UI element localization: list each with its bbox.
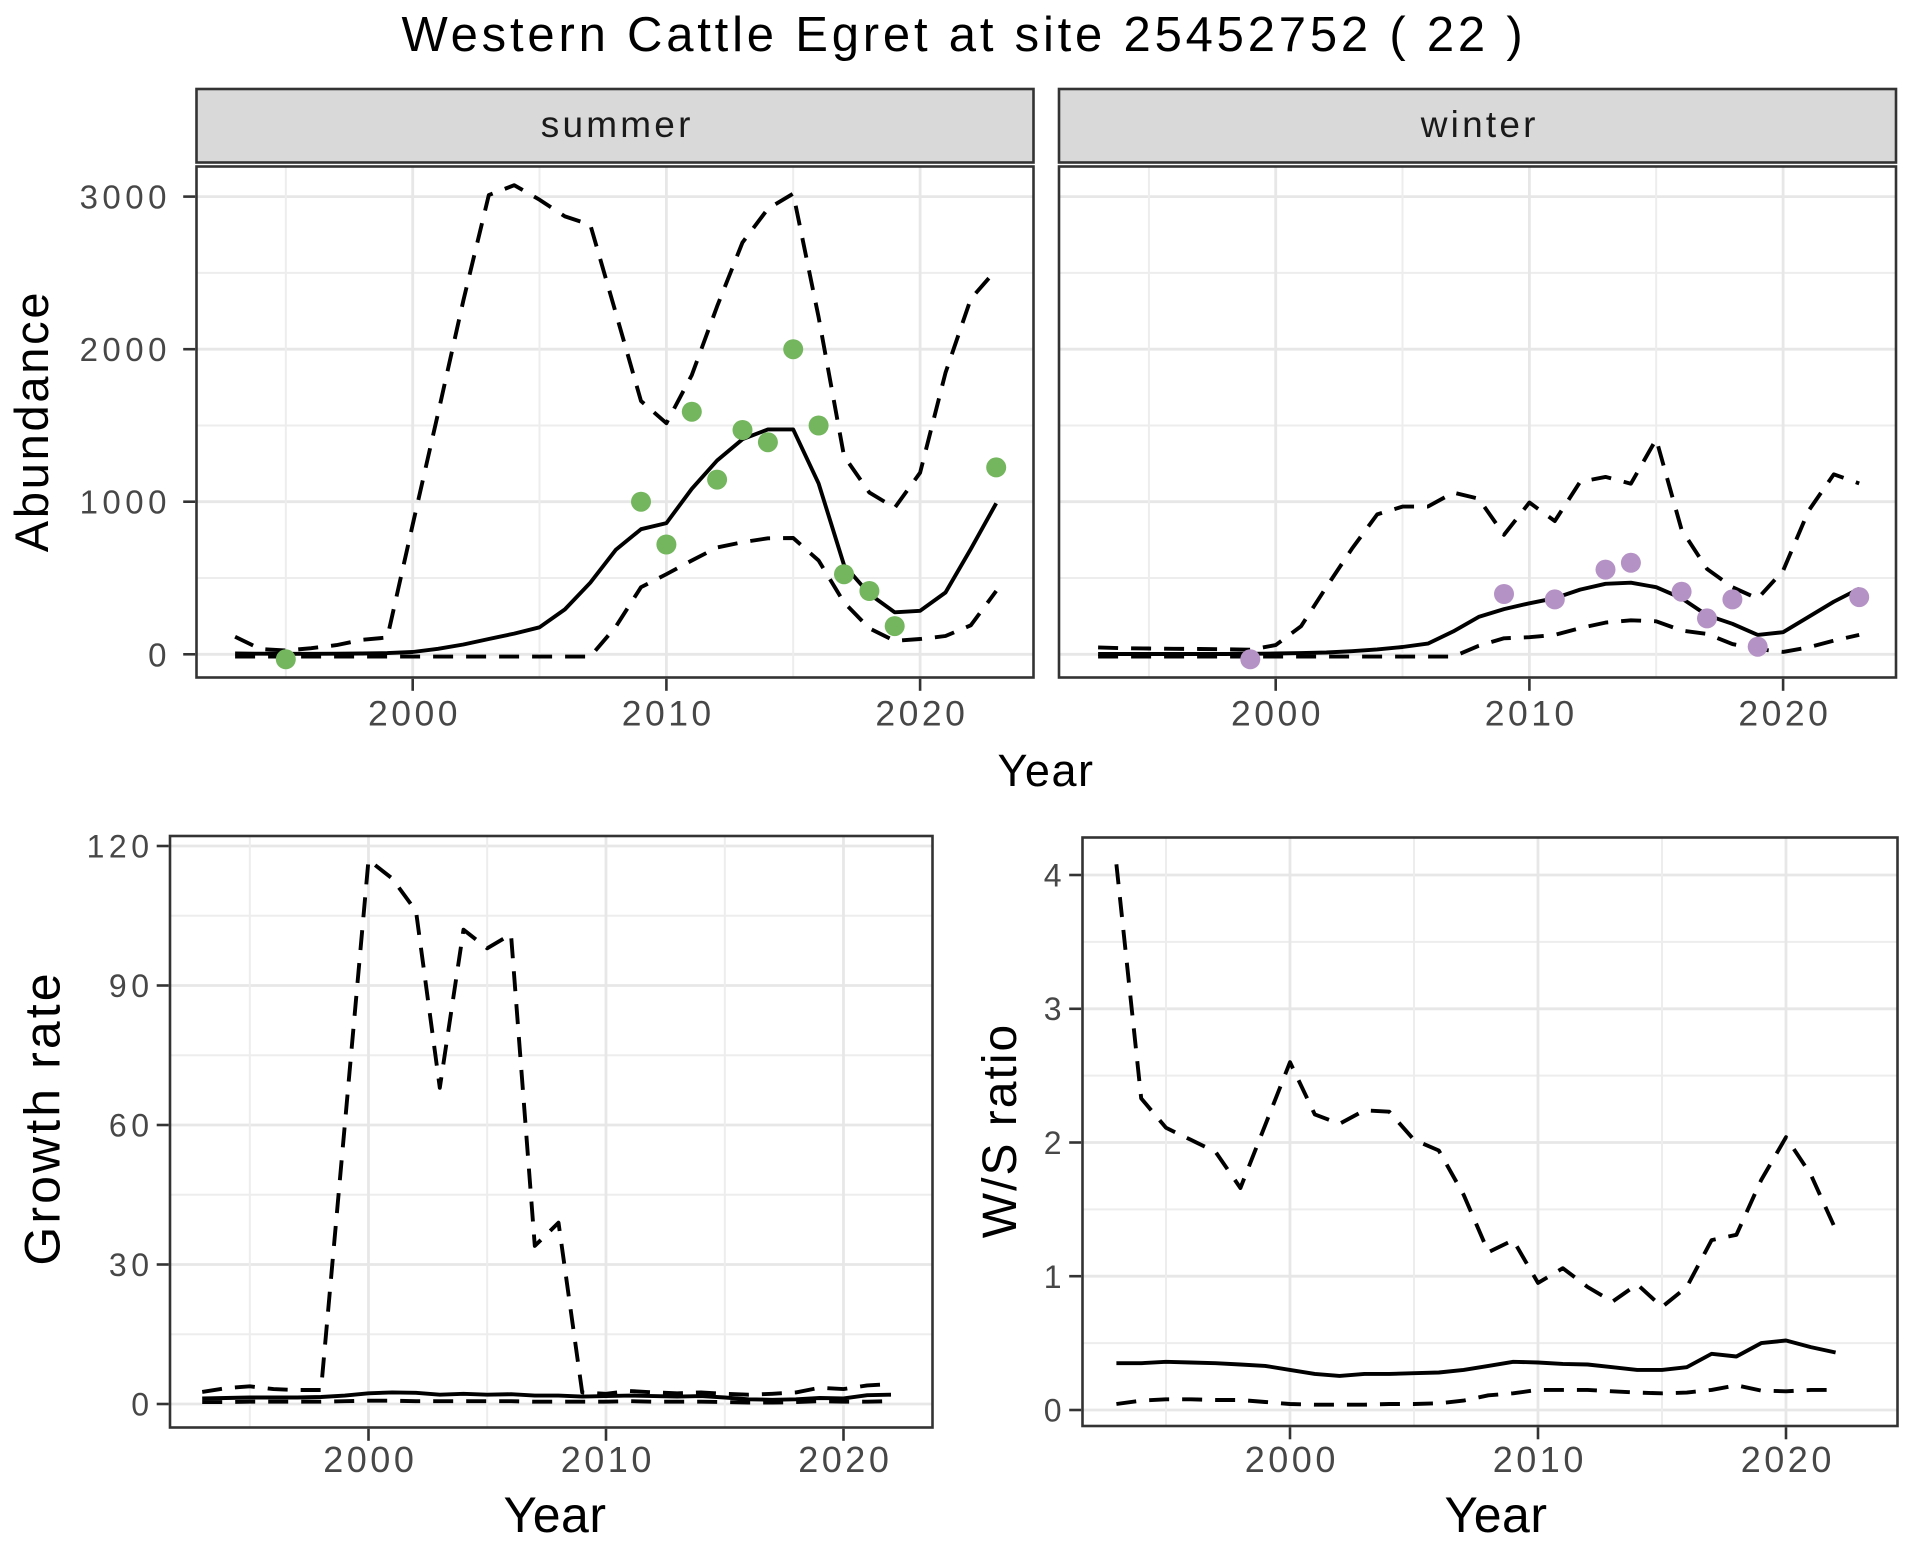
svg-text:summer: summer: [541, 104, 694, 145]
svg-text:W/S ratio: W/S ratio: [974, 1023, 1027, 1238]
svg-text:Year: Year: [998, 745, 1095, 796]
svg-text:1000: 1000: [80, 484, 171, 521]
svg-text:winter: winter: [1420, 104, 1539, 145]
svg-text:2010: 2010: [622, 694, 715, 734]
svg-text:1: 1: [1044, 1259, 1066, 1295]
svg-text:Year: Year: [503, 1487, 606, 1543]
svg-text:60: 60: [109, 1108, 154, 1144]
svg-text:Year: Year: [1444, 1487, 1547, 1543]
svg-text:90: 90: [109, 968, 154, 1004]
svg-text:2020: 2020: [875, 694, 968, 734]
svg-text:2000: 2000: [1231, 694, 1324, 734]
svg-text:Western Cattle Egret at site 2: Western Cattle Egret at site 25452752 ( …: [401, 8, 1526, 62]
svg-text:4: 4: [1044, 858, 1066, 894]
svg-text:0: 0: [148, 636, 171, 673]
svg-text:3000: 3000: [80, 179, 171, 216]
svg-text:2000: 2000: [323, 1439, 417, 1480]
svg-text:120: 120: [87, 829, 154, 865]
svg-text:2010: 2010: [1485, 694, 1578, 734]
svg-text:3: 3: [1044, 991, 1066, 1027]
svg-text:2: 2: [1044, 1125, 1066, 1161]
svg-text:2000: 2000: [368, 694, 461, 734]
svg-text:Growth rate: Growth rate: [15, 970, 71, 1265]
svg-text:30: 30: [109, 1247, 154, 1283]
svg-text:2010: 2010: [561, 1439, 655, 1480]
svg-text:2000: 2000: [80, 331, 171, 368]
svg-text:2020: 2020: [1741, 1439, 1835, 1480]
svg-text:2020: 2020: [1738, 694, 1831, 734]
svg-text:2010: 2010: [1493, 1439, 1587, 1480]
svg-text:0: 0: [1044, 1393, 1066, 1429]
svg-text:2020: 2020: [798, 1439, 892, 1480]
svg-text:0: 0: [131, 1387, 153, 1423]
svg-text:Abundance: Abundance: [5, 290, 58, 553]
svg-text:2000: 2000: [1245, 1439, 1339, 1480]
